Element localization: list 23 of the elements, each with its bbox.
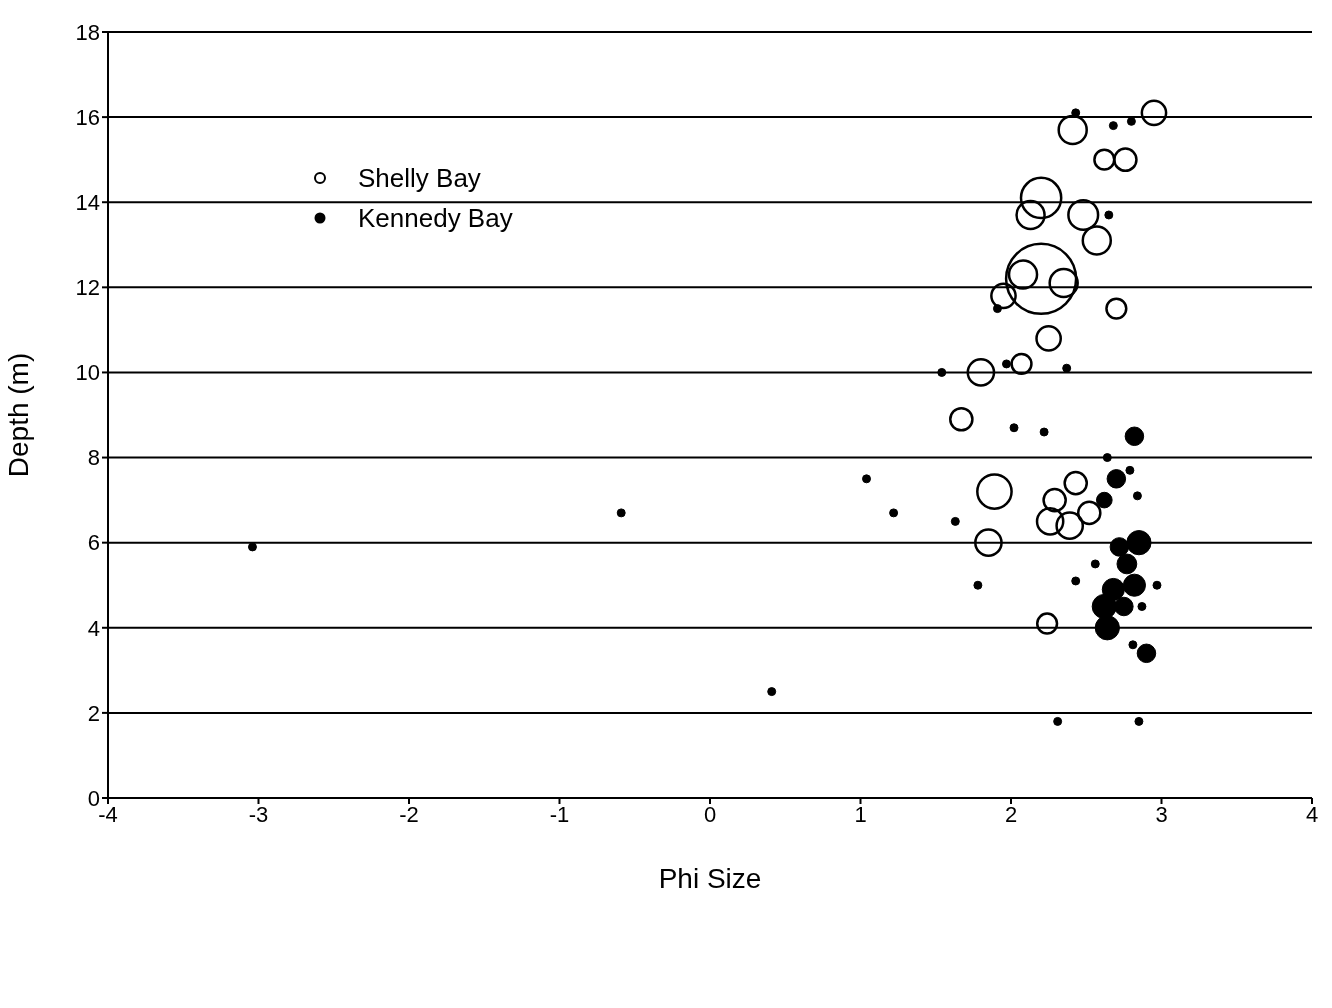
y-tick-label: 18 — [75, 19, 100, 45]
legend-label: Shelly Bay — [358, 162, 481, 194]
y-tick-label: 12 — [75, 275, 100, 301]
y-tick-label: 2 — [87, 700, 100, 726]
y-tick-label: 8 — [87, 445, 100, 471]
x-tick-label: 1 — [854, 801, 867, 827]
x-tick-label: 4 — [1305, 801, 1319, 827]
y-tick-label: 10 — [75, 360, 100, 386]
y-tick-label: 6 — [87, 530, 100, 556]
x-tick-label: -1 — [549, 801, 570, 827]
legend-label: Kennedy Bay — [358, 202, 513, 234]
y-tick-label: 0 — [87, 785, 100, 811]
x-tick-label: -3 — [248, 801, 269, 827]
x-tick-label: -2 — [399, 801, 419, 827]
y-axis-title: Depth (m) — [2, 352, 34, 478]
y-tick-label: 16 — [75, 104, 100, 130]
x-tick-label: 3 — [1155, 801, 1168, 827]
x-tick-label: 2 — [1004, 801, 1018, 827]
x-tick-label: -4 — [98, 801, 118, 827]
y-tick-label: 4 — [87, 615, 100, 641]
x-axis-title: Phi Size — [658, 863, 762, 894]
x-tick-label: 0 — [703, 801, 717, 827]
y-tick-label: 14 — [75, 190, 100, 216]
